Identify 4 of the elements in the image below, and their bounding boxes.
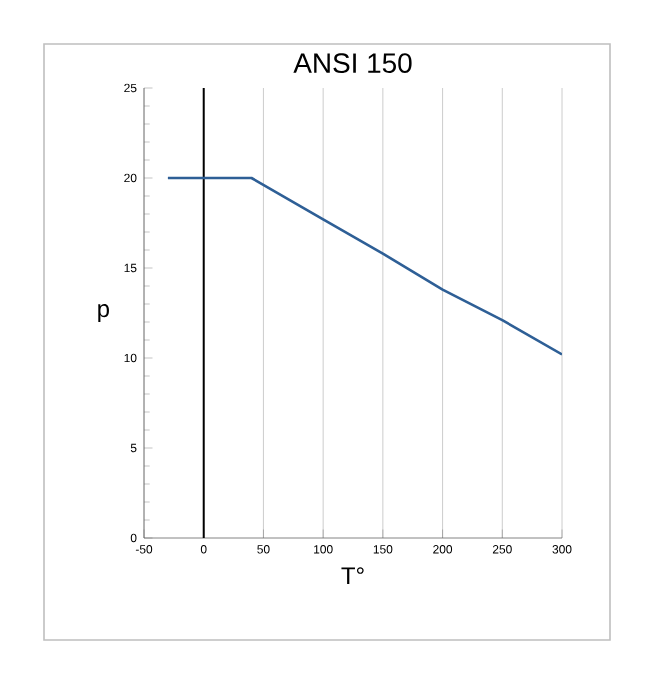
y-axis-title: p: [98, 304, 109, 322]
line-series: [166, 176, 563, 356]
chart-title: ANSI 150: [293, 53, 412, 74]
x-axis-title: T°: [341, 567, 364, 584]
